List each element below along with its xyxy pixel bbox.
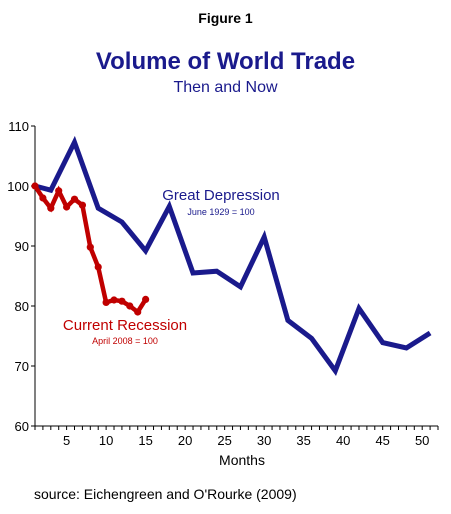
current-recession-baseline: April 2008 = 100	[92, 336, 158, 346]
chart-subtitle: Then and Now	[173, 79, 278, 96]
current-recession-point	[86, 243, 94, 251]
current-recession-point	[78, 201, 87, 209]
current-recession-label: Current Recession	[63, 317, 187, 334]
current-recession-point	[70, 195, 79, 203]
current-recession-point	[55, 187, 63, 195]
y-tick-label: 100	[7, 179, 29, 194]
y-tick-label: 80	[15, 299, 29, 314]
current-recession-point	[142, 295, 150, 303]
x-tick-label: 15	[138, 433, 152, 448]
figure-label: Figure 1	[198, 10, 253, 26]
chart-series	[31, 135, 432, 376]
current-recession-point	[102, 298, 110, 306]
x-tick-label: 20	[178, 433, 192, 448]
source-note: source: Eichengreen and O'Rourke (2009)	[34, 486, 297, 502]
current-recession-point	[118, 297, 126, 305]
current-recession-point	[39, 194, 47, 202]
current-recession-point	[134, 308, 142, 316]
current-recession-point	[126, 302, 134, 310]
x-axis-label: Months	[219, 452, 265, 468]
great-depression-baseline: June 1929 = 100	[187, 207, 254, 217]
y-tick-label: 60	[15, 419, 29, 434]
current-recession-point	[110, 296, 118, 304]
chart-tick-labels: 60 70 80 90 100 110 5 10 15 20 25 30 35 40 45 50	[7, 119, 429, 448]
x-tick-label: 45	[375, 433, 389, 448]
chart-title: Volume of World Trade	[95, 48, 356, 75]
y-tick-label: 110	[8, 119, 29, 134]
x-tick-label: 5	[63, 433, 70, 448]
y-tick-label: 90	[15, 239, 29, 254]
chart-axes	[31, 125, 439, 430]
y-tick-label: 70	[15, 359, 29, 374]
current-recession-point	[47, 204, 55, 212]
x-tick-label: 30	[257, 433, 271, 448]
x-tick-label: 40	[336, 433, 350, 448]
great-depression-label: Great Depression	[162, 187, 280, 204]
current-recession-point	[63, 203, 71, 211]
x-tick-label: 10	[99, 433, 113, 448]
x-tick-label: 50	[415, 433, 429, 448]
current-recession-point	[31, 182, 39, 190]
x-tick-label: 25	[217, 433, 231, 448]
great-depression-line	[34, 135, 432, 376]
current-recession-point	[94, 263, 102, 271]
x-tick-label: 35	[296, 433, 310, 448]
